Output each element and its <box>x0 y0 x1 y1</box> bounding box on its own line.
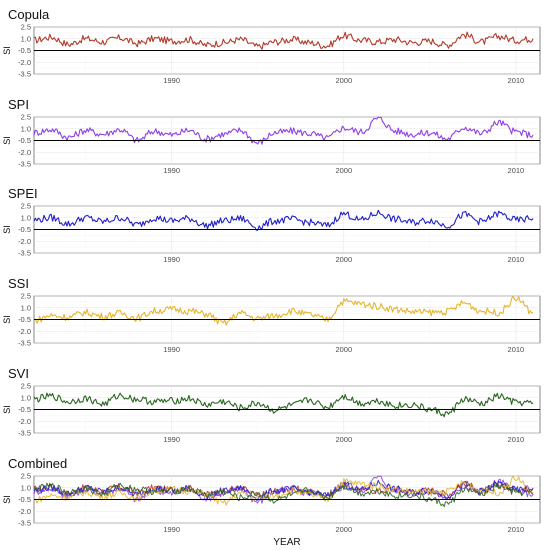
y-tick-label-5-4: -3.5 <box>18 519 31 528</box>
y-axis-label-0: SI <box>2 46 12 55</box>
x-tick-label-0-1: 2000 <box>335 76 352 85</box>
x-tick-label-3-0: 1990 <box>163 345 180 354</box>
x-tick-label-5-1: 2000 <box>335 525 352 534</box>
y-tick-label-1-2: -0.5 <box>18 136 31 145</box>
y-tick-label-1-0: 2.5 <box>21 113 31 122</box>
x-tick-label-2-0: 1990 <box>163 255 180 264</box>
x-tick-label-5-0: 1990 <box>163 525 180 534</box>
y-tick-label-4-2: -0.5 <box>18 405 31 414</box>
y-tick-label-3-0: 2.5 <box>21 292 31 301</box>
y-tick-label-2-0: 2.5 <box>21 202 31 211</box>
y-axis-label-2: SI <box>2 225 12 234</box>
combined-series-line-svi <box>33 482 534 508</box>
y-axis-label-3: SI <box>2 315 12 324</box>
y-tick-label-0-3: -2.0 <box>18 58 31 67</box>
y-tick-label-4-0: 2.5 <box>21 382 31 391</box>
x-tick-label-3-2: 2010 <box>508 345 525 354</box>
y-tick-label-5-1: 1.0 <box>21 483 31 492</box>
x-tick-label-0-2: 2010 <box>508 76 525 85</box>
y-tick-label-1-4: -3.5 <box>18 160 31 169</box>
panel-title-0: Copula <box>8 7 50 22</box>
x-tick-label-4-2: 2010 <box>508 435 525 444</box>
y-tick-label-4-3: -2.0 <box>18 417 31 426</box>
x-tick-label-3-1: 2000 <box>335 345 352 354</box>
y-tick-label-5-0: 2.5 <box>21 472 31 481</box>
y-tick-label-5-2: -0.5 <box>18 495 31 504</box>
y-tick-label-0-2: -0.5 <box>18 46 31 55</box>
x-tick-label-1-2: 2010 <box>508 166 525 175</box>
x-tick-label-2-2: 2010 <box>508 255 525 264</box>
series-line-ssi <box>33 295 534 326</box>
series-line-copula <box>33 31 534 50</box>
y-tick-label-3-1: 1.0 <box>21 303 31 312</box>
x-tick-label-1-0: 1990 <box>163 166 180 175</box>
y-axis-label-4: SI <box>2 405 12 414</box>
y-tick-label-2-1: 1.0 <box>21 213 31 222</box>
x-tick-label-0-0: 1990 <box>163 76 180 85</box>
y-tick-label-3-3: -2.0 <box>18 327 31 336</box>
x-tick-label-5-2: 2010 <box>508 525 525 534</box>
series-line-svi <box>33 392 534 418</box>
series-line-spei <box>33 209 534 231</box>
y-tick-label-3-2: -0.5 <box>18 315 31 324</box>
y-tick-label-0-4: -3.5 <box>18 70 31 79</box>
combined-series-line-ssi <box>33 475 534 506</box>
panel-title-2: SPEI <box>8 186 38 201</box>
y-tick-label-0-1: 1.0 <box>21 34 31 43</box>
x-tick-label-4-0: 1990 <box>163 435 180 444</box>
x-tick-label-4-1: 2000 <box>335 435 352 444</box>
panel-title-5: Combined <box>8 456 67 471</box>
x-tick-label-1-1: 2000 <box>335 166 352 175</box>
y-tick-label-0-0: 2.5 <box>21 23 31 32</box>
combined-series-line-spei <box>33 479 534 501</box>
panel-title-4: SVI <box>8 366 29 381</box>
y-tick-label-1-1: 1.0 <box>21 124 31 133</box>
y-tick-label-4-1: 1.0 <box>21 393 31 402</box>
y-tick-label-2-3: -2.0 <box>18 237 31 246</box>
x-tick-label-2-1: 2000 <box>335 255 352 264</box>
y-tick-label-3-4: -3.5 <box>18 339 31 348</box>
y-axis-label-1: SI <box>2 136 12 145</box>
y-tick-label-5-3: -2.0 <box>18 507 31 516</box>
y-tick-label-2-4: -3.5 <box>18 249 31 258</box>
y-tick-label-2-2: -0.5 <box>18 225 31 234</box>
y-tick-label-1-3: -2.0 <box>18 148 31 157</box>
y-axis-label-5: SI <box>2 495 12 504</box>
panel-title-3: SSI <box>8 276 29 291</box>
x-axis-label: YEAR <box>273 537 300 548</box>
panel-title-1: SPI <box>8 97 29 112</box>
y-tick-label-4-4: -3.5 <box>18 429 31 438</box>
